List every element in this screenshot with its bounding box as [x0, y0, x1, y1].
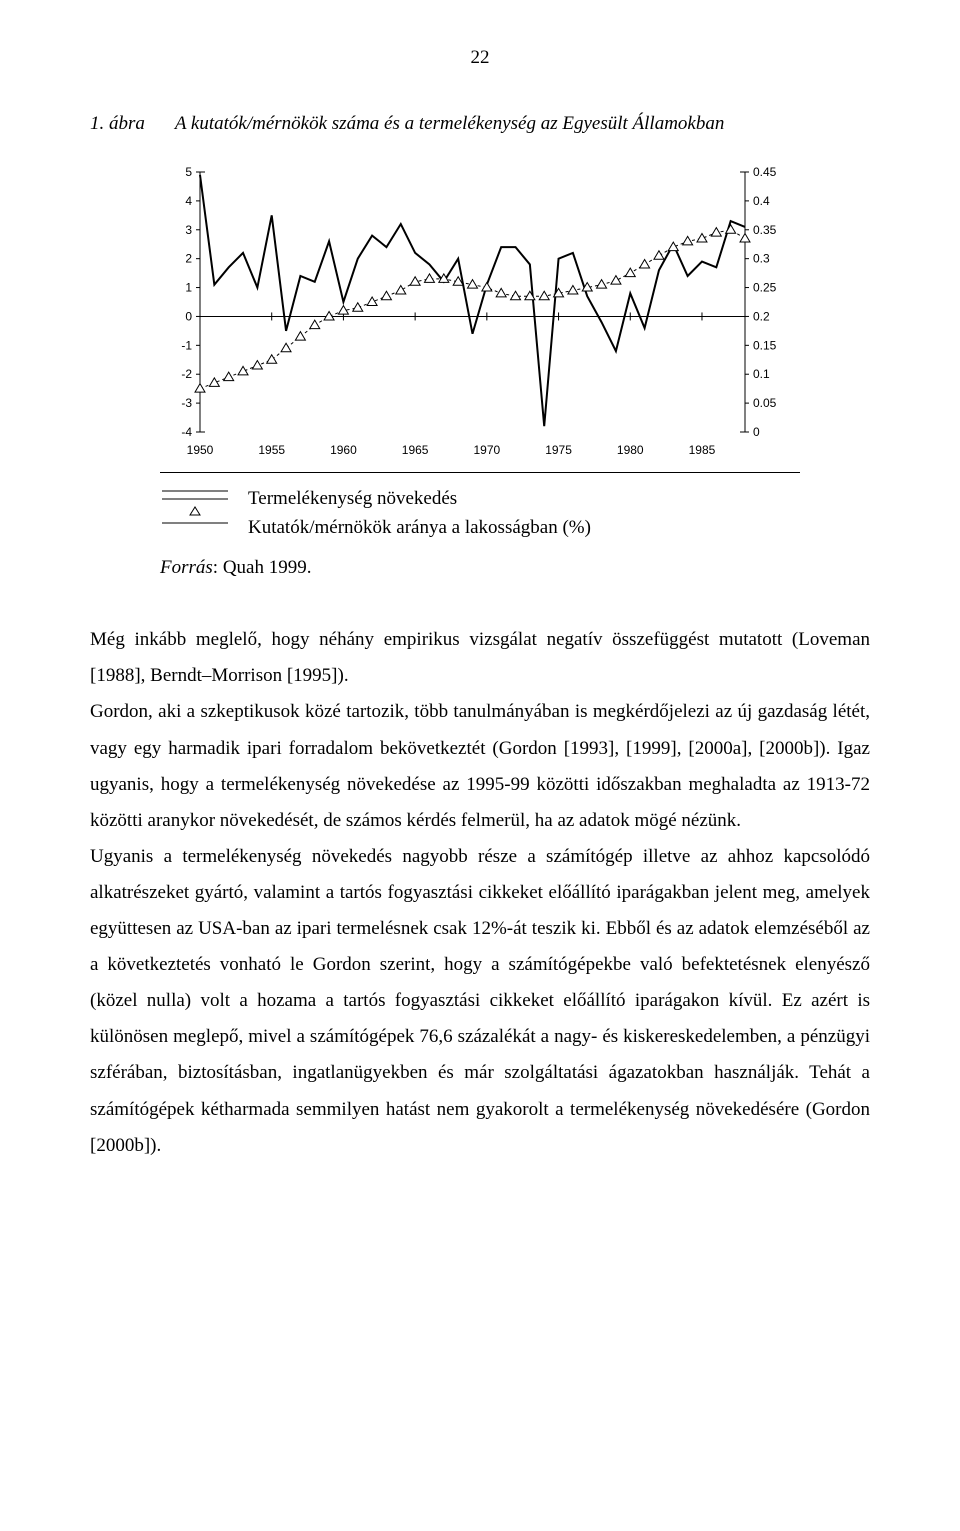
- svg-text:0.25: 0.25: [753, 281, 777, 295]
- svg-text:0.15: 0.15: [753, 339, 777, 353]
- chart-container: -4 -3 -2 -1 0 1 2 3 4 5 0 0.05 0.1 0.15 0.2 0.25 0.3 0.35…: [160, 162, 800, 462]
- svg-text:1965: 1965: [402, 443, 429, 457]
- figure-title: A kutatók/mérnökök száma és a termeléken…: [175, 106, 724, 142]
- svg-text:3: 3: [185, 223, 192, 237]
- chart-divider: [160, 472, 800, 473]
- svg-text:1950: 1950: [187, 443, 214, 457]
- svg-text:5: 5: [185, 165, 192, 179]
- svg-text:0.35: 0.35: [753, 223, 777, 237]
- figure-label: 1. ábra: [90, 106, 145, 142]
- svg-text:-1: -1: [181, 339, 192, 353]
- svg-text:0.3: 0.3: [753, 252, 770, 266]
- legend-swatch: [160, 485, 230, 525]
- chart-legend: Termelékenység növekedés Kutatók/mérnökö…: [160, 485, 800, 542]
- source-label: Forrás: [160, 557, 213, 578]
- svg-text:1970: 1970: [473, 443, 500, 457]
- svg-text:0.4: 0.4: [753, 194, 770, 208]
- legend-label-triangle: Kutatók/mérnökök aránya a lakosságban (%…: [248, 514, 591, 543]
- svg-text:2: 2: [185, 252, 192, 266]
- line-chart: -4 -3 -2 -1 0 1 2 3 4 5 0 0.05 0.1 0.15 0.2 0.25 0.3 0.35…: [160, 162, 800, 462]
- svg-text:1960: 1960: [330, 443, 357, 457]
- paragraph-2: Gordon, aki a szkeptikusok közé tartozik…: [90, 694, 870, 838]
- svg-text:1: 1: [185, 281, 192, 295]
- page-number: 22: [90, 40, 870, 76]
- svg-text:4: 4: [185, 194, 192, 208]
- svg-text:0.05: 0.05: [753, 396, 777, 410]
- svg-text:1980: 1980: [617, 443, 644, 457]
- figure-caption: 1. ábra A kutatók/mérnökök száma és a te…: [90, 106, 870, 142]
- paragraph-1: Még inkább meglelő, hogy néhány empiriku…: [90, 622, 870, 694]
- source-text: : Quah 1999.: [213, 557, 312, 578]
- svg-text:-2: -2: [181, 367, 192, 381]
- svg-text:-4: -4: [181, 425, 192, 439]
- svg-text:-3: -3: [181, 396, 192, 410]
- legend-label-solid: Termelékenység növekedés: [248, 485, 591, 514]
- svg-text:0.1: 0.1: [753, 367, 770, 381]
- paragraph-3: Ugyanis a termelékenység növekedés nagyo…: [90, 839, 870, 1164]
- svg-text:0.45: 0.45: [753, 165, 777, 179]
- figure-source: Forrás: Quah 1999.: [160, 550, 800, 586]
- svg-text:1985: 1985: [689, 443, 716, 457]
- svg-text:1955: 1955: [258, 443, 285, 457]
- svg-text:0: 0: [753, 425, 760, 439]
- svg-text:1975: 1975: [545, 443, 572, 457]
- svg-text:0: 0: [185, 310, 192, 324]
- svg-text:0.2: 0.2: [753, 310, 770, 324]
